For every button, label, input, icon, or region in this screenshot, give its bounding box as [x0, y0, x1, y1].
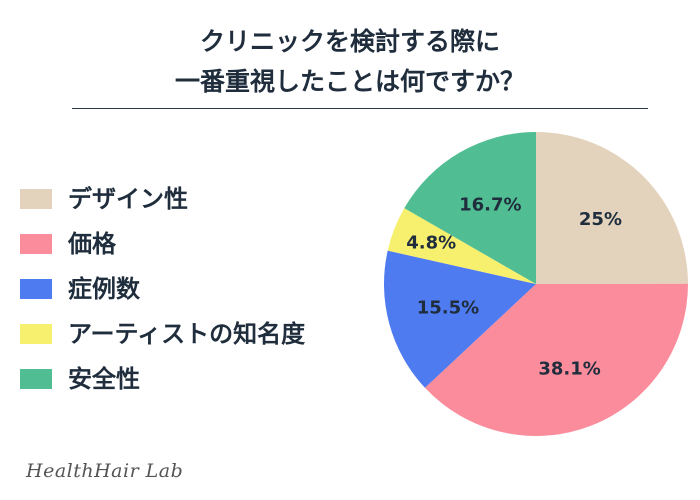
- chart-title: クリニックを検討する際に 一番重視したことは何ですか？: [0, 22, 700, 102]
- watermark-logo: HealthHair Lab: [26, 460, 184, 482]
- chart-title-line-1: クリニックを検討する際に: [199, 27, 500, 56]
- legend-item-cases: 症例数: [20, 274, 400, 304]
- pie-slice-design: [536, 132, 688, 284]
- data-label-artist-fame: 4.8%: [406, 233, 456, 254]
- legend-item-price: 価格: [20, 229, 400, 259]
- legend-label-artist-fame: アーティストの知名度: [68, 320, 306, 348]
- legend-label-cases: 症例数: [68, 275, 140, 303]
- legend-item-artist-fame: アーティストの知名度: [20, 319, 400, 349]
- data-label-safety: 16.7%: [459, 195, 521, 216]
- legend-swatch-design: [20, 189, 52, 209]
- pie-slice-cases: [384, 250, 536, 388]
- legend-swatch-artist-fame: [20, 324, 52, 344]
- data-label-cases: 15.5%: [417, 297, 479, 318]
- legend-label-price: 価格: [68, 230, 116, 258]
- pie-slice-safety: [404, 132, 536, 284]
- chart-title-line-2: 一番重視したことは何ですか？: [174, 67, 525, 96]
- pie-slice-price: [424, 283, 689, 436]
- legend-label-safety: 安全性: [68, 365, 140, 393]
- title-divider: [72, 108, 648, 109]
- legend-label-design: デザイン性: [68, 185, 188, 213]
- legend-swatch-price: [20, 234, 52, 254]
- pie-slice-artist-fame: [387, 208, 536, 284]
- data-label-design: 25%: [579, 209, 622, 230]
- legend-item-safety: 安全性: [20, 364, 400, 394]
- legend-item-design: デザイン性: [20, 184, 400, 214]
- data-label-price: 38.1%: [538, 358, 600, 379]
- legend-swatch-safety: [20, 369, 52, 389]
- legend-swatch-cases: [20, 279, 52, 299]
